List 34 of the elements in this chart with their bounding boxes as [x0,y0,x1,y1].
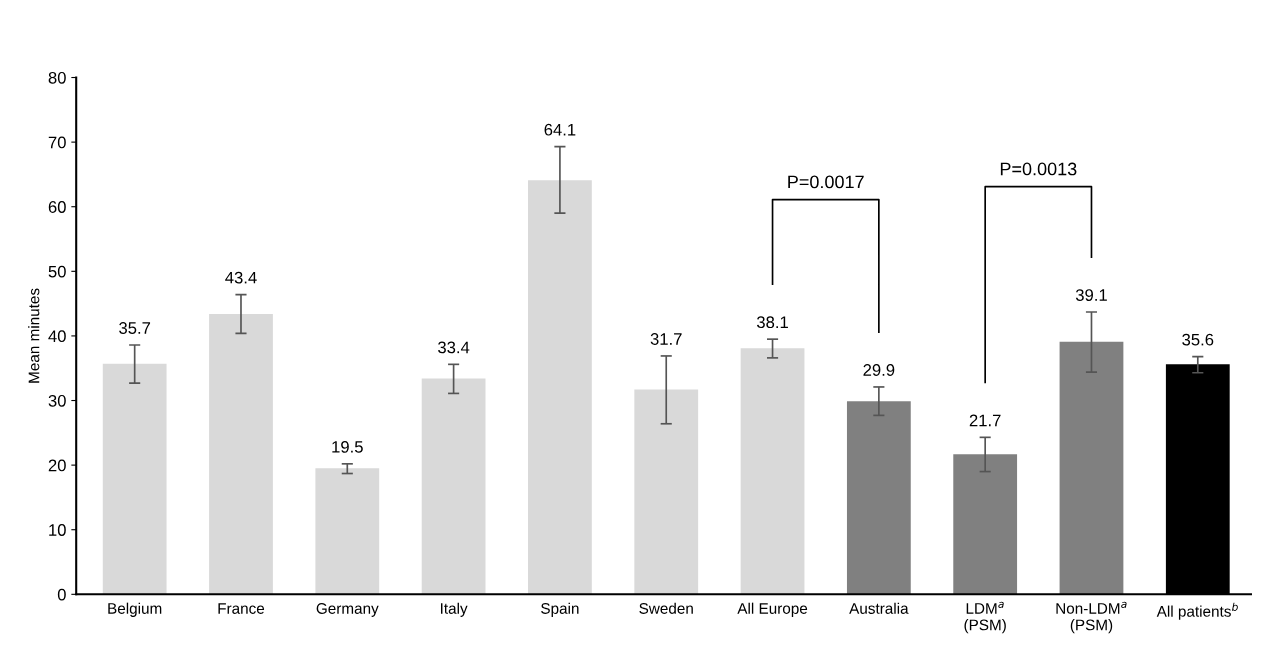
y-tick-label: 20 [48,459,66,472]
data-label: 19.5 [332,440,363,453]
data-label: 35.7 [119,322,151,334]
y-tick-label: 10 [49,524,66,536]
x-tick-label: Sweden [639,602,693,614]
x-tick-label: All Europe [737,602,808,617]
y-tick-label: 70 [48,136,66,149]
y-tick-label: 60 [48,201,66,213]
y-axis-title: Mean minutes [28,288,40,383]
data-label: 31.7 [650,333,682,345]
y-tick-label: 80 [48,71,66,84]
data-label: 35.6 [1182,333,1214,346]
x-tick-label: France [218,603,265,614]
data-label: 38.1 [756,316,788,329]
annotation: P=0.0013 [1000,162,1077,176]
x-tick-label: Belgium [108,602,162,617]
x-tick-label: Spain [541,602,579,617]
data-label: 33.4 [438,341,470,354]
x-tick-label: LDM$^{a}$ (PSM) [964,601,1006,634]
x-tick-label: Italy [441,602,468,617]
data-label: 39.1 [1075,289,1107,301]
y-tick-label: 30 [48,394,66,407]
data-label: 21.7 [969,414,1001,427]
data-label: 43.4 [225,271,257,284]
data-label: 29.9 [863,364,895,376]
y-tick-label: 0 [57,588,66,601]
y-tick-label: 50 [48,265,66,278]
data-label: 64.1 [544,123,576,136]
x-tick-label: Australia [849,602,909,614]
annotation: P=0.0017 [788,175,864,189]
y-tick-label: 40 [48,330,66,343]
x-tick-label: Germany [316,603,379,617]
category-label: Non-LDM$^{a}$ (PSM) [1056,601,1127,634]
x-tick-label: All patients$^{b}$ [1156,602,1238,620]
